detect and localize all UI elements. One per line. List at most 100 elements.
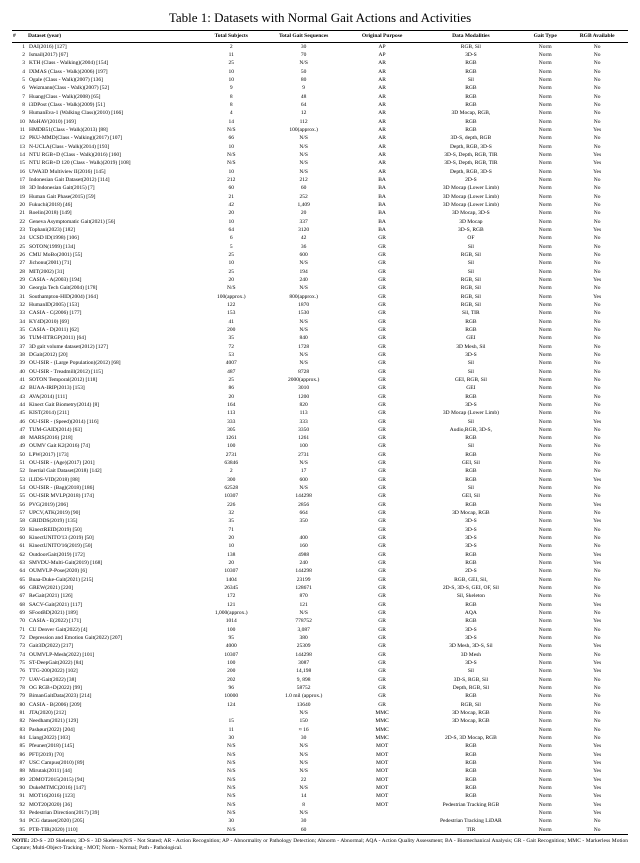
table-cell: OU-ISIR - (Large Population)(2012) [68] xyxy=(27,360,202,368)
table-row: 2Ismail(2017) [67]1170AP3D-SNormNo xyxy=(12,51,628,59)
table-cell: 41 xyxy=(12,376,27,384)
table-cell: Norm xyxy=(524,218,566,226)
table-cell: SOTON Temporal(2012) [118] xyxy=(27,376,202,384)
table-cell: 42 xyxy=(12,385,27,393)
table-cell: Norm xyxy=(524,335,566,343)
table-cell: Yes xyxy=(566,659,628,667)
table-cell: GR xyxy=(347,285,418,293)
table-row: 31Southampton-HID(2004) [164]100(approx.… xyxy=(12,293,628,301)
table-cell: 64 xyxy=(261,101,347,109)
table-cell: CASIA - D(2011) [62] xyxy=(27,326,202,334)
table-cell: Norm xyxy=(524,226,566,234)
table-row: 67ReGait(2021) [126]172870GRSil, Skeleto… xyxy=(12,593,628,601)
table-cell: Norm xyxy=(524,643,566,651)
table-cell: Norm xyxy=(524,601,566,609)
table-cell: OU-ISIR - (Bag)(2018) [186] xyxy=(27,485,202,493)
table-cell: 72 xyxy=(202,343,261,351)
table-cell: Norm xyxy=(524,60,566,68)
table-cell: 17 xyxy=(261,468,347,476)
table-cell: Norm xyxy=(524,559,566,567)
table-cell: Norm xyxy=(524,576,566,584)
table-cell: 63846 xyxy=(202,460,261,468)
table-cell: GR xyxy=(347,601,418,609)
table-cell: 79 xyxy=(12,693,27,701)
table-cell: MOT20(2020) [36] xyxy=(27,801,202,809)
table-cell: GR xyxy=(347,568,418,576)
table-cell: 27 xyxy=(12,260,27,268)
table-cell: 78 xyxy=(12,684,27,692)
table-cell: 94 xyxy=(12,818,27,826)
table-cell: GR xyxy=(347,609,418,617)
table-cell: 30 xyxy=(12,285,27,293)
table-cell: 93 xyxy=(12,809,27,817)
table-cell: Norm xyxy=(524,476,566,484)
table-cell: 31 xyxy=(12,293,27,301)
table-cell: No xyxy=(566,401,628,409)
table-row: 43AVA(2014) [111]201200GRRGBNormNo xyxy=(12,393,628,401)
table-cell: 3D-S, depth, RGB xyxy=(418,135,525,143)
table-cell: 100 xyxy=(202,443,261,451)
table-cell: No xyxy=(566,93,628,101)
table-cell: 144298 xyxy=(261,493,347,501)
table-cell: Norm xyxy=(524,535,566,543)
col-modalities: Data Modalities xyxy=(418,31,525,43)
table-row: 54OU-ISIR - (Bag)(2018) [186]62528N/SGRS… xyxy=(12,485,628,493)
table-cell: 61 xyxy=(12,543,27,551)
table-cell: GR xyxy=(347,693,418,701)
table-cell: Norm xyxy=(524,168,566,176)
table-cell: Yes xyxy=(566,160,628,168)
table-row: 42BUAA-IRIP(2013) [153]863010GRGEINormNo xyxy=(12,385,628,393)
table-cell: RGB xyxy=(418,618,525,626)
table-cell: GR xyxy=(347,235,418,243)
col-rgb: RGB Available xyxy=(566,31,628,43)
table-cell: 100 xyxy=(261,443,347,451)
table-cell: RGB xyxy=(418,451,525,459)
table-cell: Norm xyxy=(524,343,566,351)
table-cell: 24 xyxy=(12,235,27,243)
table-cell: 22 xyxy=(261,776,347,784)
table-cell: No xyxy=(566,76,628,84)
col-subjects: Total Subjects xyxy=(202,31,261,43)
table-cell: N/S xyxy=(261,784,347,792)
table-cell: 1261 xyxy=(261,435,347,443)
table-row: 1DAI(2016) [127]230APRGB, SilNormNo xyxy=(12,43,628,52)
table-cell: No xyxy=(566,218,628,226)
table-cell: 20 xyxy=(202,393,261,401)
table-cell: Norm xyxy=(524,684,566,692)
table-cell: RGB xyxy=(418,559,525,567)
table-cell: No xyxy=(566,343,628,351)
table-cell: No xyxy=(566,543,628,551)
table-cell: GEI xyxy=(418,335,525,343)
table-cell: 13 xyxy=(12,143,27,151)
table-cell: KinectREID(2019) [50] xyxy=(27,526,202,534)
table-cell: 8 xyxy=(202,93,261,101)
table-cell: 3120 xyxy=(261,226,347,234)
table-cell: 1 xyxy=(12,43,27,52)
table-row: 183D Indonesian Gait(2015) [7]6060BA3D M… xyxy=(12,185,628,193)
table-cell: GR xyxy=(347,251,418,259)
table-cell: Huang(Class - Walk)(2008) [65] xyxy=(27,93,202,101)
table-cell: No xyxy=(566,726,628,734)
table-cell: GR xyxy=(347,476,418,484)
table-cell: 487 xyxy=(202,368,261,376)
table-row: 27Jichonu(2001) [71]10N/SGRSilNormNo xyxy=(12,260,628,268)
table-cell: No xyxy=(566,143,628,151)
table-row: 373D gait volume dataset(2012) [127]7217… xyxy=(12,343,628,351)
table-cell: No xyxy=(566,301,628,309)
table-cell: KY4D(2010) [69] xyxy=(27,318,202,326)
table-cell: N/S xyxy=(261,260,347,268)
table-cell: Norm xyxy=(524,310,566,318)
table-cell: 26 xyxy=(12,251,27,259)
table-cell: GR xyxy=(347,335,418,343)
table-cell: Depth, RGB, 3D-S xyxy=(418,143,525,151)
table-cell: N/S xyxy=(261,160,347,168)
table-cell: N/S xyxy=(261,485,347,493)
table-row: 34KY4D(2010) [69]41N/SGRRGBNormNo xyxy=(12,318,628,326)
table-cell: Sil xyxy=(418,368,525,376)
table-cell: Norm xyxy=(524,368,566,376)
table-cell: RGB, GEI, Sil, xyxy=(418,576,525,584)
table-cell: 1870 xyxy=(261,301,347,309)
table-cell: 8 xyxy=(202,101,261,109)
table-cell: 62528 xyxy=(202,485,261,493)
table-cell: 38 xyxy=(12,351,27,359)
